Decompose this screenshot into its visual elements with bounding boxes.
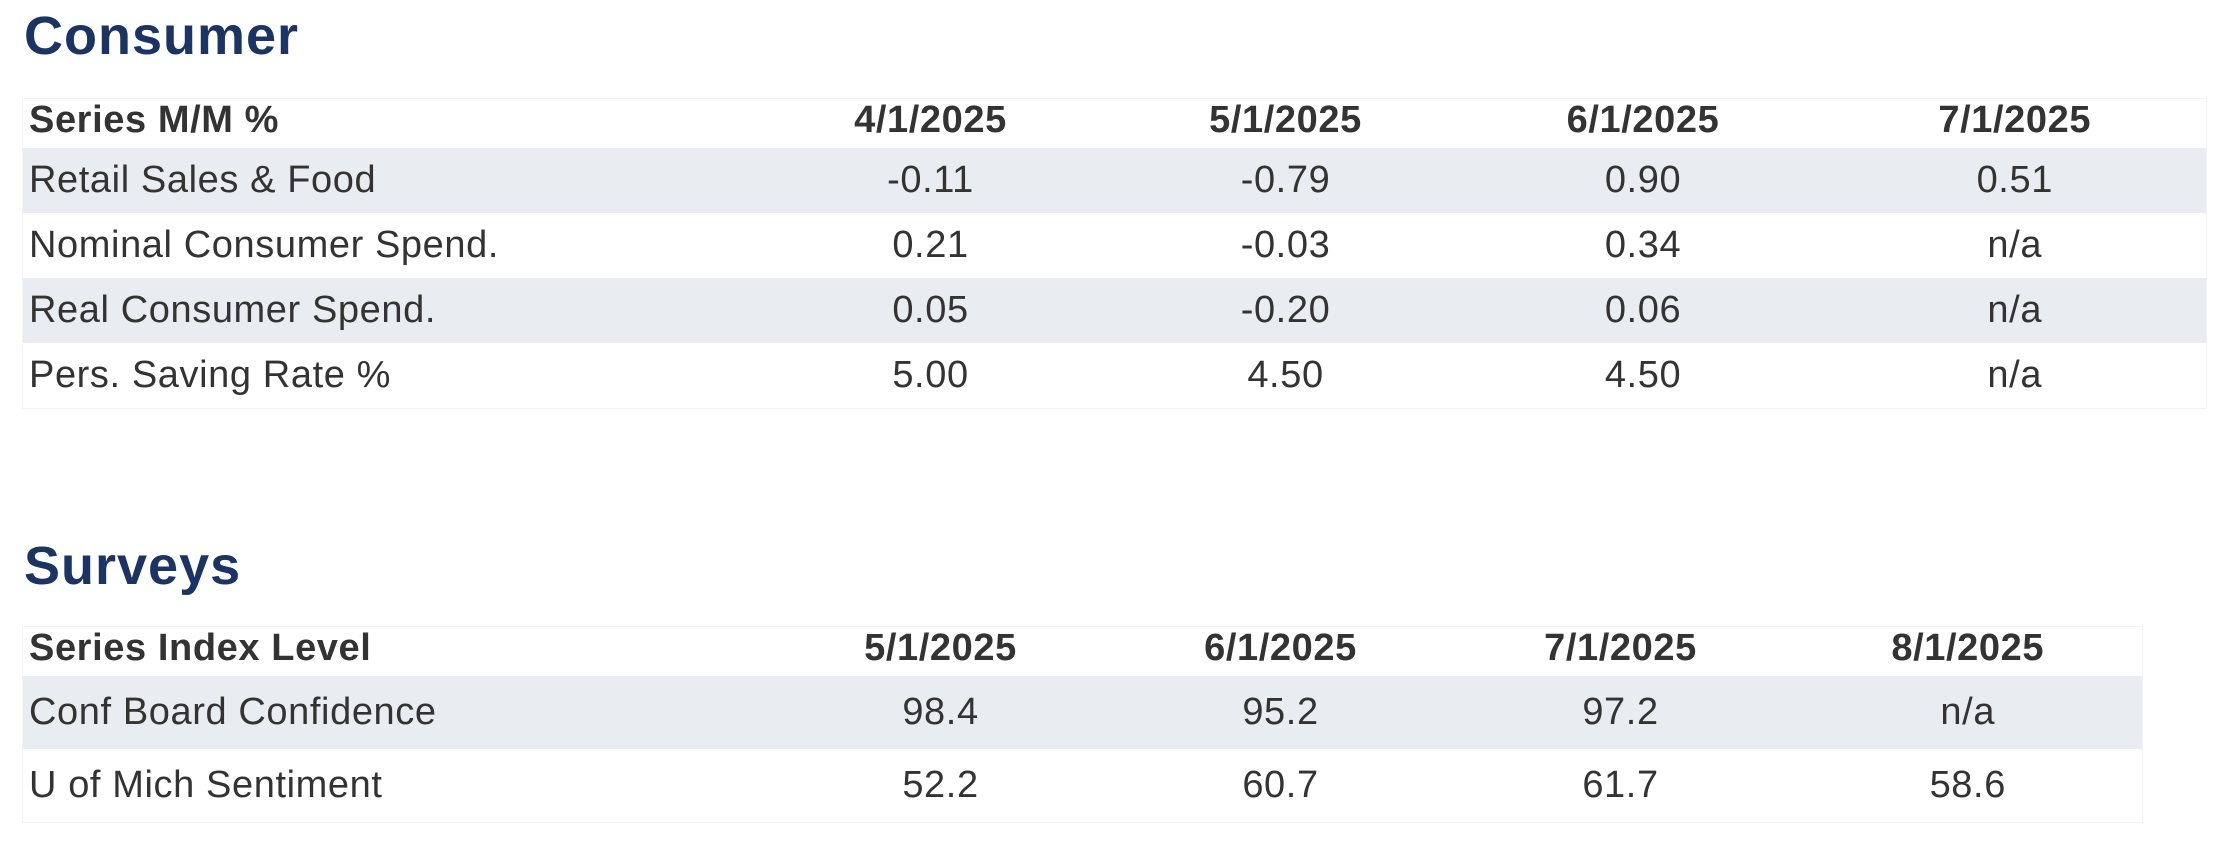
series-column-header: Series M/M % — [29, 99, 280, 141]
surveys-section-title: Surveys — [24, 536, 242, 596]
table-row: Conf Board Confidence 98.4 95.2 97.2 n/a — [22, 676, 2143, 749]
series-name: U of Mich Sentiment — [22, 749, 768, 822]
date-column-header: 5/1/2025 — [1209, 99, 1362, 141]
table-cell: 60.7 — [1107, 749, 1448, 822]
table-cell: 0.06 — [1462, 278, 1818, 343]
surveys-header-row: Series Index Level 5/1/2025 6/1/2025 7/1… — [23, 627, 2143, 677]
series-name: Real Consumer Spend. — [22, 278, 753, 343]
table-cell: -0.03 — [1102, 213, 1463, 278]
table-cell: n/a — [1817, 278, 2207, 343]
table-cell: 0.21 — [752, 213, 1103, 278]
table-cell: 5.00 — [752, 343, 1103, 408]
table-cell: -0.20 — [1102, 278, 1463, 343]
table-cell: 95.2 — [1107, 676, 1448, 749]
series-column-header: Series Index Level — [29, 627, 372, 669]
table-cell: 0.90 — [1462, 148, 1818, 213]
table-row: Pers. Saving Rate % 5.00 4.50 4.50 n/a — [22, 343, 2207, 408]
consumer-table: Series M/M % 4/1/2025 5/1/2025 6/1/2025 … — [22, 98, 2207, 409]
series-name: Conf Board Confidence — [22, 676, 768, 749]
table-row: Nominal Consumer Spend. 0.21 -0.03 0.34 … — [22, 213, 2207, 278]
table-cell: 0.34 — [1462, 213, 1818, 278]
table-row: U of Mich Sentiment 52.2 60.7 61.7 58.6 — [22, 749, 2143, 822]
date-column-header: 6/1/2025 — [1204, 627, 1357, 669]
table-cell: -0.11 — [752, 148, 1103, 213]
table-cell: 0.05 — [752, 278, 1103, 343]
table-cell: n/a — [1787, 676, 2143, 749]
date-column-header: 4/1/2025 — [854, 99, 1007, 141]
table-cell: 61.7 — [1447, 749, 1788, 822]
date-column-header: 6/1/2025 — [1566, 99, 1720, 141]
table-cell: 0.51 — [1817, 148, 2207, 213]
series-name: Nominal Consumer Spend. — [22, 213, 753, 278]
table-cell: n/a — [1817, 343, 2207, 408]
surveys-table: Series Index Level 5/1/2025 6/1/2025 7/1… — [22, 626, 2143, 823]
series-name: Pers. Saving Rate % — [22, 343, 753, 408]
consumer-header-row: Series M/M % 4/1/2025 5/1/2025 6/1/2025 … — [23, 99, 2207, 149]
series-name: Retail Sales & Food — [22, 148, 753, 213]
table-cell: 4.50 — [1102, 343, 1463, 408]
date-column-header: 7/1/2025 — [1938, 99, 2092, 141]
table-row: Real Consumer Spend. 0.05 -0.20 0.06 n/a — [22, 278, 2207, 343]
table-cell: 4.50 — [1462, 343, 1818, 408]
table-cell: 97.2 — [1447, 676, 1788, 749]
table-cell: 98.4 — [767, 676, 1108, 749]
table-cell: -0.79 — [1102, 148, 1463, 213]
date-column-header: 8/1/2025 — [1891, 627, 2045, 669]
table-cell: 58.6 — [1787, 749, 2143, 822]
consumer-section-title: Consumer — [24, 6, 300, 66]
date-column-header: 7/1/2025 — [1544, 627, 1697, 669]
table-cell: 52.2 — [767, 749, 1108, 822]
date-column-header: 5/1/2025 — [864, 627, 1017, 669]
table-cell: n/a — [1817, 213, 2207, 278]
table-row: Retail Sales & Food -0.11 -0.79 0.90 0.5… — [22, 148, 2207, 213]
